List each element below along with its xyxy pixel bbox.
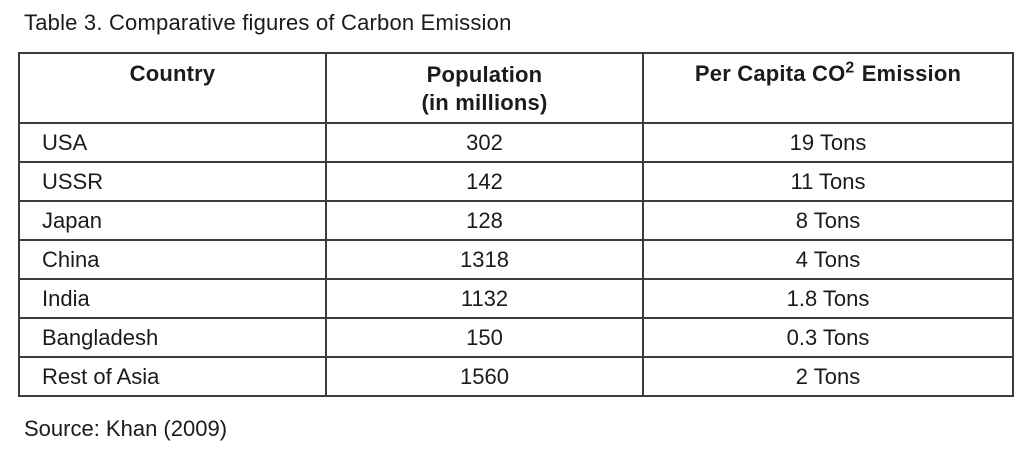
header-row: Country Population (in millions) Per Cap… [18, 52, 1014, 124]
country-cell: USSR [18, 161, 327, 202]
population-cell: 1560 [325, 356, 644, 397]
header-emission-superscript: 2 [845, 59, 855, 77]
table-caption: Table 3. Comparative figures of Carbon E… [24, 10, 512, 35]
header-population-line1: Population [426, 62, 543, 87]
table-row: USA 302 19 Tons [18, 122, 1014, 163]
table-row: Japan 128 8 Tons [18, 200, 1014, 241]
country-cell: Bangladesh [18, 317, 327, 358]
country-cell: India [18, 278, 327, 319]
header-emission-prefix: Per Capita CO [694, 61, 846, 86]
population-cell: 142 [325, 161, 644, 202]
table-row: China 1318 4 Tons [18, 239, 1014, 280]
header-country-label: Country [129, 61, 216, 86]
emission-cell: 8 Tons [642, 200, 1014, 241]
table-row: USSR 142 11 Tons [18, 161, 1014, 202]
table-row: Bangladesh 150 0.3 Tons [18, 317, 1014, 358]
header-population-line2: (in millions) [421, 89, 548, 115]
table-body: USA 302 19 Tons USSR 142 11 Tons Japan 128 8 Ton… [18, 122, 1014, 397]
population-cell: 1132 [325, 278, 644, 319]
country-cell: Rest of Asia [18, 356, 327, 397]
emission-cell: 19 Tons [642, 122, 1014, 163]
population-cell: 150 [325, 317, 644, 358]
emission-cell: 1.8 Tons [642, 278, 1014, 319]
country-cell: China [18, 239, 327, 280]
population-cell: 1318 [325, 239, 644, 280]
emission-cell: 11 Tons [642, 161, 1014, 202]
source-note: Source: Khan (2009) [24, 416, 228, 441]
population-cell: 128 [325, 200, 644, 241]
carbon-emission-table: Country Population (in millions) Per Cap… [18, 52, 1014, 397]
header-emission-suffix: Emission [861, 61, 962, 86]
table-row: India 1132 1.8 Tons [18, 278, 1014, 319]
table-row: Rest of Asia 1560 2 Tons [18, 356, 1014, 397]
header-population: Population (in millions) [325, 52, 644, 124]
population-cell: 302 [325, 122, 644, 163]
header-emission: Per Capita CO2 Emission [642, 52, 1014, 124]
country-cell: USA [18, 122, 327, 163]
emission-cell: 4 Tons [642, 239, 1014, 280]
emission-cell: 2 Tons [642, 356, 1014, 397]
emission-cell: 0.3 Tons [642, 317, 1014, 358]
country-cell: Japan [18, 200, 327, 241]
header-country: Country [18, 52, 327, 124]
